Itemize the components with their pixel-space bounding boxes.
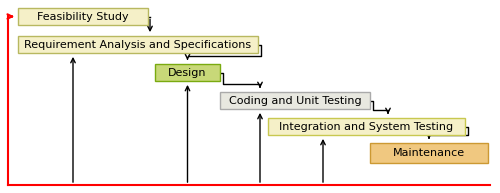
Text: Design: Design bbox=[168, 68, 207, 78]
FancyBboxPatch shape bbox=[18, 36, 258, 53]
Text: Maintenance: Maintenance bbox=[393, 148, 465, 158]
FancyBboxPatch shape bbox=[370, 143, 488, 163]
Text: Coding and Unit Testing: Coding and Unit Testing bbox=[228, 96, 362, 106]
Text: Integration and System Testing: Integration and System Testing bbox=[280, 122, 454, 131]
FancyBboxPatch shape bbox=[268, 118, 465, 135]
FancyBboxPatch shape bbox=[155, 64, 220, 81]
FancyBboxPatch shape bbox=[18, 8, 148, 25]
Text: Requirement Analysis and Specifications: Requirement Analysis and Specifications bbox=[24, 40, 252, 49]
Text: Feasibility Study: Feasibility Study bbox=[37, 12, 129, 21]
FancyBboxPatch shape bbox=[220, 92, 370, 109]
